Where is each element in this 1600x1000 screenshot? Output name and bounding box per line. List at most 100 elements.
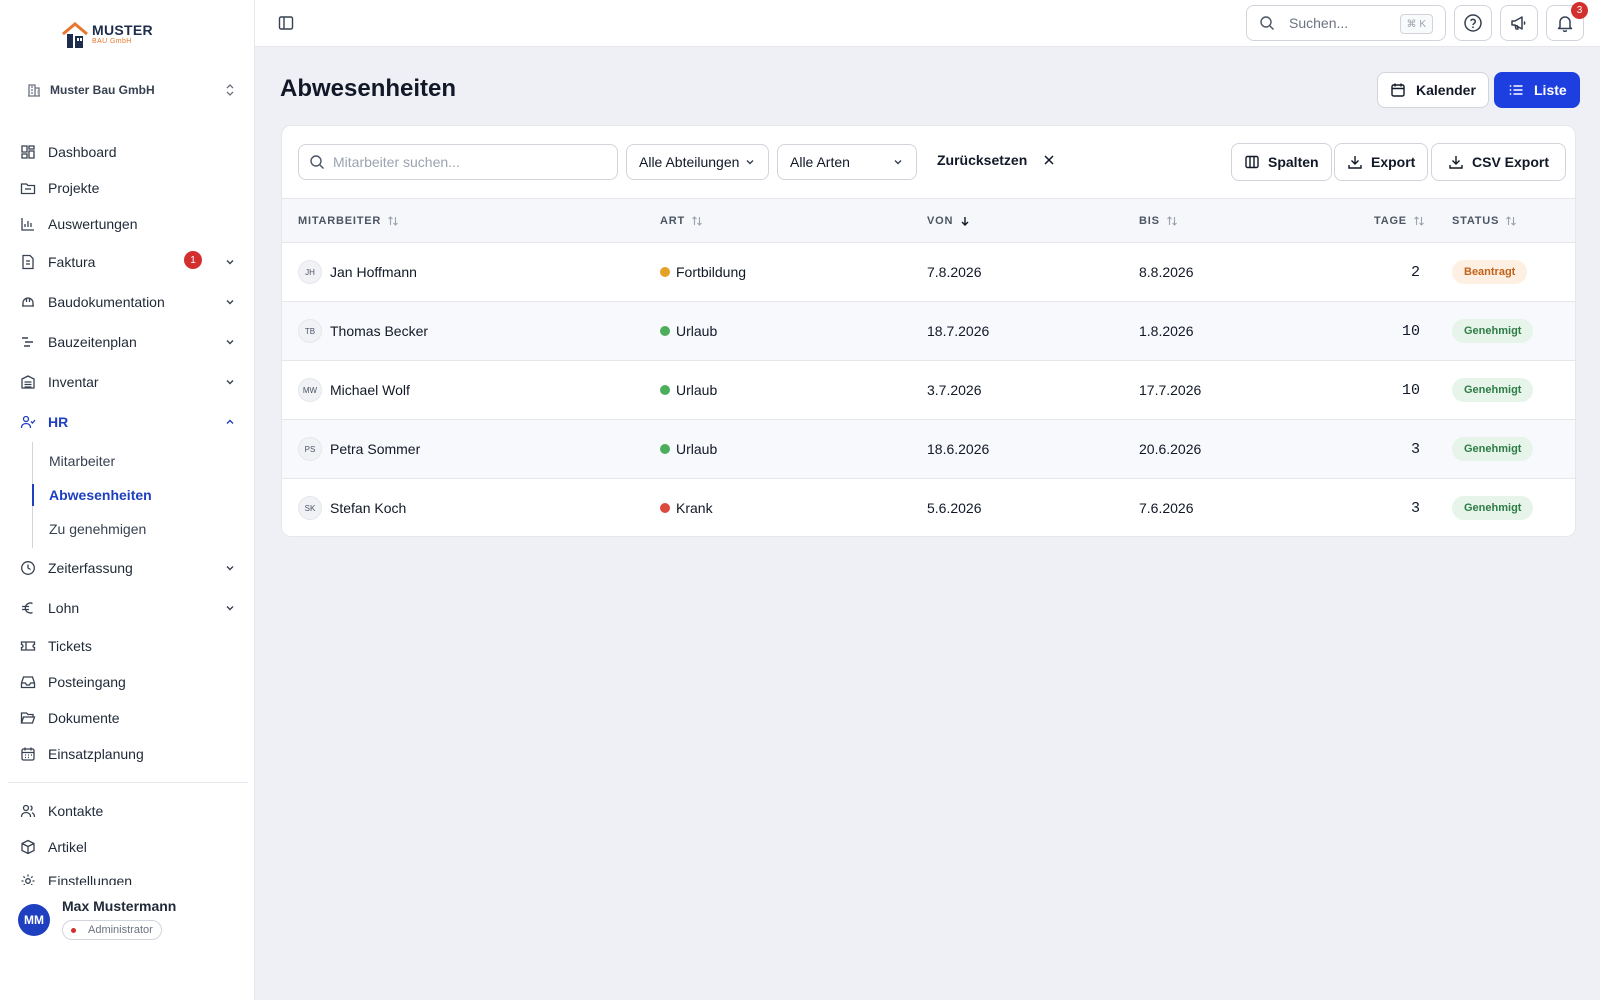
nav-item-zeiterfassung[interactable]: Zeiterfassung [12, 548, 244, 588]
table-row[interactable]: TB Thomas Becker Urlaub 18.7.2026 1.8.202… [282, 302, 1575, 361]
status-badge: Genehmigt [1452, 319, 1534, 343]
help-button[interactable] [1454, 5, 1492, 41]
export-button[interactable]: Export [1334, 143, 1429, 181]
type-label: Fortbildung [676, 264, 747, 280]
status-badge: Genehmigt [1452, 378, 1534, 402]
employee-cell: MW Michael Wolf [298, 361, 410, 419]
chevron-down-icon [226, 300, 234, 305]
role-label: Administrator [88, 924, 153, 936]
global-search[interactable]: Suchen... ⌘ K [1246, 5, 1446, 41]
sidebar: MUSTER BAU GmbH Muster Bau GmbH Dashboar… [0, 0, 255, 1000]
calendar-view-button[interactable]: Kalender [1377, 72, 1489, 108]
company-switcher[interactable]: Muster Bau GmbH [26, 78, 236, 102]
employee-name: Michael Wolf [330, 382, 410, 398]
nav-divider [8, 782, 248, 783]
columns-button[interactable]: Spalten [1231, 143, 1332, 181]
table-row[interactable]: SK Stefan Koch Krank 5.6.2026 7.6.2026 3 … [282, 479, 1575, 536]
status-badge: Genehmigt [1452, 496, 1534, 520]
chevron-down-icon [226, 606, 234, 611]
company-name: Muster Bau GmbH [50, 83, 155, 97]
table-row[interactable]: JH Jan Hoffmann Fortbildung 7.8.2026 8.8.… [282, 243, 1575, 302]
from-cell: 3.7.2026 [927, 382, 982, 398]
days-cell: 10 [1401, 322, 1420, 340]
nav-item-einsatzplanung[interactable]: Einsatzplanung [12, 736, 244, 772]
file-icon [22, 254, 34, 270]
employee-avatar: TB [298, 319, 322, 343]
status-cell: Genehmigt [1452, 420, 1534, 478]
reset-filters-button[interactable]: Zurücksetzen [937, 152, 1055, 168]
column-header-days[interactable]: TAGE [1374, 215, 1425, 227]
nav-sub-abwesenheiten[interactable]: Abwesenheiten [32, 478, 244, 512]
sidebar-toggle-button[interactable] [277, 14, 295, 32]
user-profile[interactable]: MM Max Mustermann Administrator [18, 898, 176, 940]
nav-item-baudokumentation[interactable]: Baudokumentation [12, 282, 244, 322]
nav-item-artikel[interactable]: Artikel [12, 829, 244, 865]
nav-label: HR [48, 414, 69, 430]
employee-avatar: SK [298, 496, 322, 520]
logo-title: MUSTER [92, 22, 153, 38]
status-cell: Beantragt [1452, 243, 1528, 301]
nav-item-inventar[interactable]: Inventar [12, 362, 244, 402]
nav-label: Dokumente [48, 710, 120, 726]
column-label: BIS [1139, 215, 1160, 227]
table-row[interactable]: MW Michael Wolf Urlaub 3.7.2026 17.7.2026… [282, 361, 1575, 420]
nav-label: Einstellungen [48, 873, 133, 885]
from-cell: 5.6.2026 [927, 500, 982, 516]
type-cell: Urlaub [660, 361, 717, 419]
column-header-employee[interactable]: MITARBEITER [298, 215, 399, 227]
users-icon [20, 415, 36, 429]
csv-export-button[interactable]: CSV Export [1431, 143, 1567, 181]
nav-sub-zu-genehmigen[interactable]: Zu genehmigen [49, 521, 147, 537]
employee-search-input[interactable]: Mitarbeiter suchen... [298, 144, 618, 180]
status-cell: Genehmigt [1452, 479, 1534, 536]
status-cell: Genehmigt [1452, 361, 1534, 419]
nav-item-hr[interactable]: HR [12, 402, 244, 442]
column-header-status[interactable]: STATUS [1452, 215, 1517, 227]
department-select[interactable]: Alle Abteilungen [626, 144, 769, 180]
nav-item-einstellungen[interactable]: Einstellungen [12, 865, 244, 885]
sort-icon [1414, 216, 1424, 226]
sidebar-toggle-icon [278, 16, 294, 30]
nav-label: Posteingang [48, 674, 126, 690]
type-dot-icon [660, 503, 670, 513]
bell-icon [1557, 16, 1573, 33]
nav-label: Dashboard [48, 144, 117, 160]
nav-item-tickets[interactable]: Tickets [12, 628, 244, 664]
column-header-from[interactable]: VON [927, 215, 971, 227]
nav-item-dashboard[interactable]: Dashboard [12, 134, 244, 170]
user-name: Max Mustermann [62, 898, 177, 914]
nav-sub-mitarbeiter[interactable]: Mitarbeiter [49, 453, 116, 469]
column-header-to[interactable]: BIS [1139, 215, 1178, 227]
company-logo[interactable]: MUSTER BAU GmbH [60, 20, 153, 50]
chevrons-up-down-icon [226, 84, 234, 96]
contacts-icon [20, 804, 36, 818]
column-header-type[interactable]: ART [660, 215, 703, 227]
clock-icon [21, 561, 35, 575]
nav-item-kontakte[interactable]: Kontakte [12, 793, 244, 829]
nav-item-faktura[interactable]: Faktura 1 [12, 242, 244, 282]
column-label: STATUS [1452, 215, 1500, 227]
nav-item-dokumente[interactable]: Dokumente [12, 700, 244, 736]
employee-avatar: PS [298, 437, 322, 461]
notifications-button[interactable]: 3 [1546, 2, 1588, 41]
list-view-button[interactable]: Liste [1494, 72, 1580, 108]
nav-label: Bauzeitenplan [48, 334, 137, 350]
status-badge: Genehmigt [1452, 437, 1534, 461]
nav-item-auswertungen[interactable]: Auswertungen [12, 206, 244, 242]
calendar-view-label: Kalender [1416, 82, 1476, 98]
nav-item-projekte[interactable]: Projekte [12, 170, 244, 206]
nav-label: Tickets [48, 638, 92, 654]
type-select[interactable]: Alle Arten [777, 144, 917, 180]
sort-icon [692, 216, 702, 226]
nav-item-bauzeitenplan[interactable]: Bauzeitenplan [12, 322, 244, 362]
box-icon [21, 839, 35, 855]
announcements-button[interactable] [1500, 5, 1538, 41]
nav-item-posteingang[interactable]: Posteingang [12, 664, 244, 700]
download-icon [1449, 156, 1463, 169]
type-cell: Urlaub [660, 302, 717, 360]
nav-label: Faktura [48, 254, 96, 270]
chevron-down-icon [894, 160, 902, 165]
table-row[interactable]: PS Petra Sommer Urlaub 18.6.2026 20.6.202… [282, 420, 1575, 479]
nav-label: Lohn [48, 600, 80, 616]
nav-item-lohn[interactable]: Lohn [12, 588, 244, 628]
